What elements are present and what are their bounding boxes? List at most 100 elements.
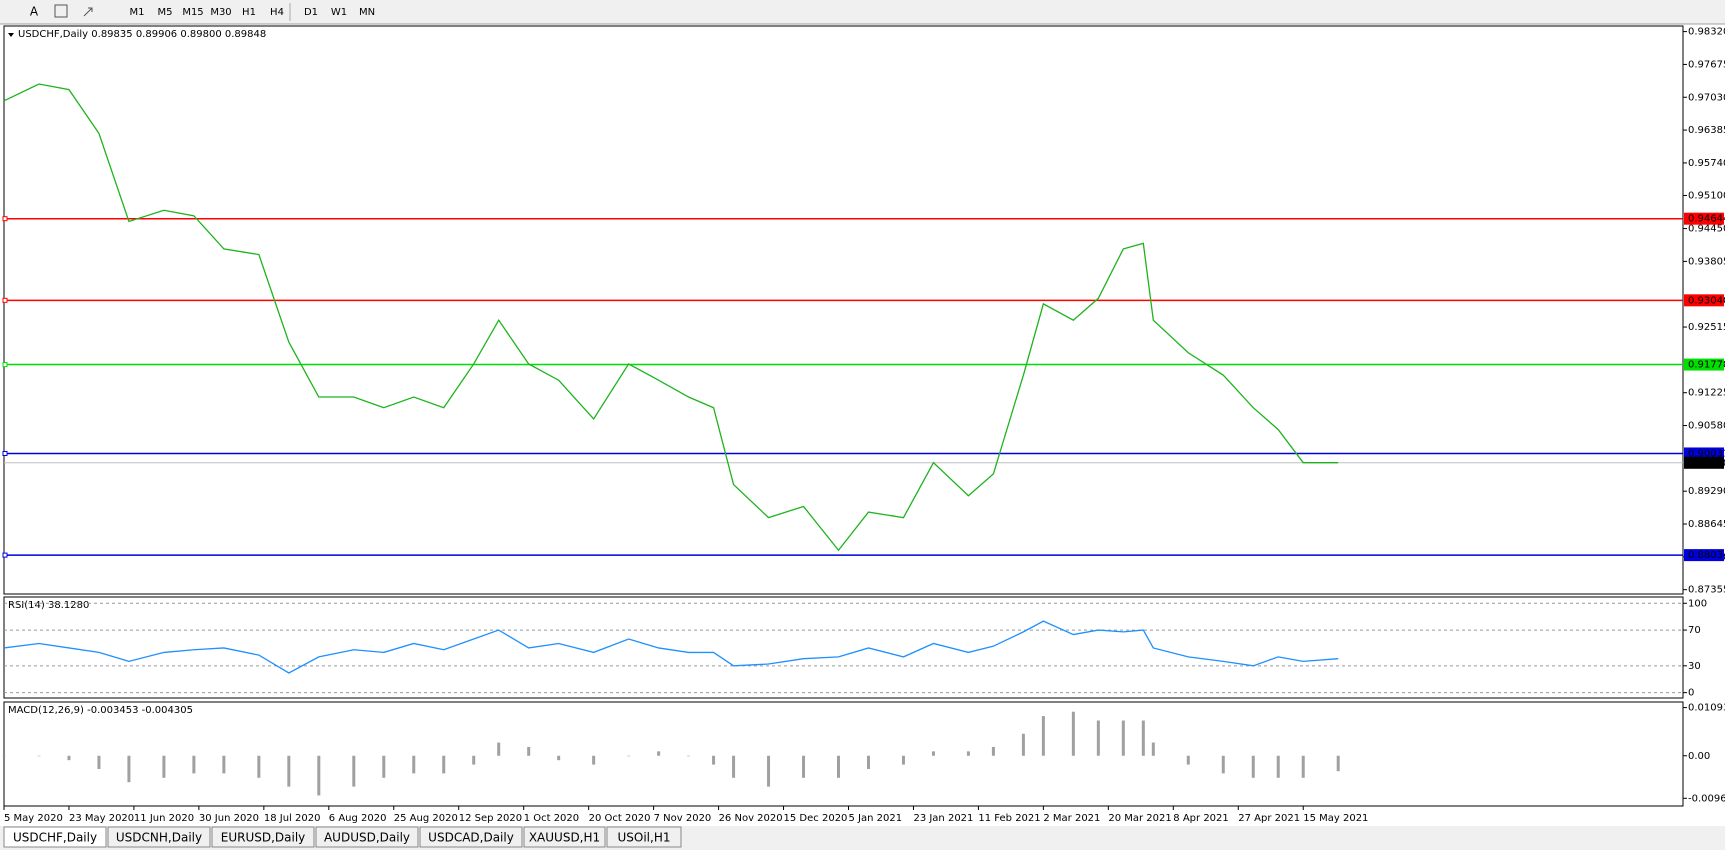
- level-label-bg: [1684, 294, 1724, 307]
- x-tick-label: 30 Jun 2020: [199, 813, 259, 824]
- y-tick-label: 0.96385: [1688, 125, 1725, 136]
- macd-panel: [3, 701, 1684, 807]
- histogram-bar: [802, 755, 806, 778]
- tab[interactable]: [523, 826, 606, 848]
- tab-label[interactable]: XAUUSD,H1: [529, 831, 600, 845]
- y-tick-label: 0.97675: [1688, 59, 1725, 70]
- y-tick-label: 0: [1688, 688, 1694, 699]
- histogram-bar: [657, 751, 661, 756]
- y-tick-label: 0.87355: [1688, 585, 1725, 596]
- histogram-bar: [352, 755, 356, 787]
- timeframe-button[interactable]: M1: [130, 7, 145, 18]
- histogram-bar: [712, 755, 716, 765]
- histogram-bar: [732, 755, 736, 778]
- level-label: 0.91778: [1688, 360, 1725, 371]
- level-label: 0.90031: [1688, 448, 1725, 459]
- histogram-bar: [222, 755, 226, 774]
- level-label-bg: [1684, 447, 1724, 460]
- main-header: USDCHF,Daily 0.89835 0.89906 0.89800 0.8…: [18, 29, 266, 40]
- tab-label[interactable]: EURUSD,Daily: [221, 831, 306, 845]
- timeframe-button[interactable]: D1: [304, 7, 318, 18]
- collapse-arrow[interactable]: [8, 33, 14, 37]
- x-tick-label: 25 Aug 2020: [394, 813, 458, 824]
- histogram-bar: [442, 755, 446, 774]
- x-tick-label: 23 Jan 2021: [913, 813, 973, 824]
- tab[interactable]: [211, 826, 315, 848]
- x-tick-label: 26 Nov 2020: [719, 813, 783, 824]
- x-tick-label: 11 Jun 2020: [134, 813, 194, 824]
- level-label: 0.88034: [1688, 550, 1725, 561]
- histogram-bar: [991, 746, 995, 756]
- histogram-bar: [1251, 755, 1255, 778]
- histogram-bar: [1021, 733, 1025, 756]
- histogram-bar: [592, 755, 596, 765]
- histogram-bar: [866, 755, 870, 769]
- tab-label[interactable]: USDCNH,Daily: [116, 831, 202, 845]
- last-price-label: 0.89848: [1688, 458, 1725, 469]
- x-tick-label: 27 Apr 2021: [1238, 813, 1300, 824]
- y-tick-label: 0.92515: [1688, 322, 1725, 333]
- histogram-bar: [1141, 720, 1145, 756]
- y-tick-label: 0.00: [1688, 751, 1710, 762]
- histogram-bar: [1221, 755, 1225, 774]
- level-label-bg: [1684, 358, 1724, 371]
- histogram-bar: [1041, 716, 1045, 756]
- x-tick-label: 20 Mar 2021: [1108, 813, 1171, 824]
- last-price-bg: [1684, 456, 1724, 469]
- level-label-bg: [1684, 212, 1724, 225]
- histogram-bar: [67, 755, 71, 761]
- level-label-bg: [1684, 549, 1724, 562]
- y-tick-label: 0.010933: [1688, 703, 1725, 714]
- level-label: 0.94644: [1688, 214, 1725, 225]
- y-tick-label: 100: [1688, 598, 1707, 609]
- histogram-bar: [382, 755, 386, 778]
- x-tick-label: 5 May 2020: [4, 813, 63, 824]
- timeframe-button[interactable]: H1: [242, 7, 256, 18]
- tab[interactable]: [315, 826, 419, 848]
- timeframe-button[interactable]: H4: [270, 7, 284, 18]
- histogram-bar: [1096, 720, 1100, 756]
- histogram-bar: [1071, 711, 1075, 756]
- histogram-bar: [837, 755, 841, 778]
- timeframe-button[interactable]: W1: [331, 7, 347, 18]
- tab-label[interactable]: USOil,H1: [618, 831, 671, 845]
- timeframe-button[interactable]: M30: [210, 7, 231, 18]
- tab[interactable]: [419, 826, 523, 848]
- histogram-bar: [527, 746, 531, 756]
- level-handle: [2, 552, 8, 558]
- tab-label[interactable]: USDCHF,Daily: [13, 831, 97, 845]
- x-tick-label: 5 Jan 2021: [848, 813, 902, 824]
- tab[interactable]: [606, 826, 682, 848]
- histogram-bar: [257, 755, 261, 778]
- level-handle: [2, 216, 8, 222]
- histogram-bar: [127, 755, 131, 783]
- histogram-bar: [627, 755, 631, 757]
- x-tick-label: 23 May 2020: [69, 813, 134, 824]
- histogram-bar: [1186, 755, 1190, 765]
- tab[interactable]: [3, 826, 107, 848]
- level-handle: [2, 450, 8, 456]
- tab-label[interactable]: AUDUSD,Daily: [324, 831, 410, 845]
- histogram-bar: [966, 751, 970, 756]
- timeframe-button[interactable]: M15: [182, 7, 203, 18]
- text-tool[interactable]: [54, 4, 68, 18]
- histogram-bar: [1276, 755, 1280, 778]
- tab-label[interactable]: USDCAD,Daily: [428, 831, 514, 845]
- timeframe-button[interactable]: M5: [158, 7, 173, 18]
- histogram-bar: [97, 755, 101, 769]
- histogram-bar: [472, 755, 476, 765]
- timeframe-button[interactable]: MN: [359, 7, 375, 18]
- font-button[interactable]: A: [30, 5, 39, 19]
- y-tick-label: 0.91225: [1688, 388, 1725, 399]
- series-line: [3, 620, 1339, 674]
- rsi-header: RSI(14) 38.1280: [8, 600, 89, 611]
- object-tool[interactable]: [83, 7, 93, 17]
- level-handle: [2, 362, 8, 368]
- histogram-bar: [287, 755, 291, 787]
- tab[interactable]: [107, 826, 211, 848]
- histogram-bar: [192, 755, 196, 774]
